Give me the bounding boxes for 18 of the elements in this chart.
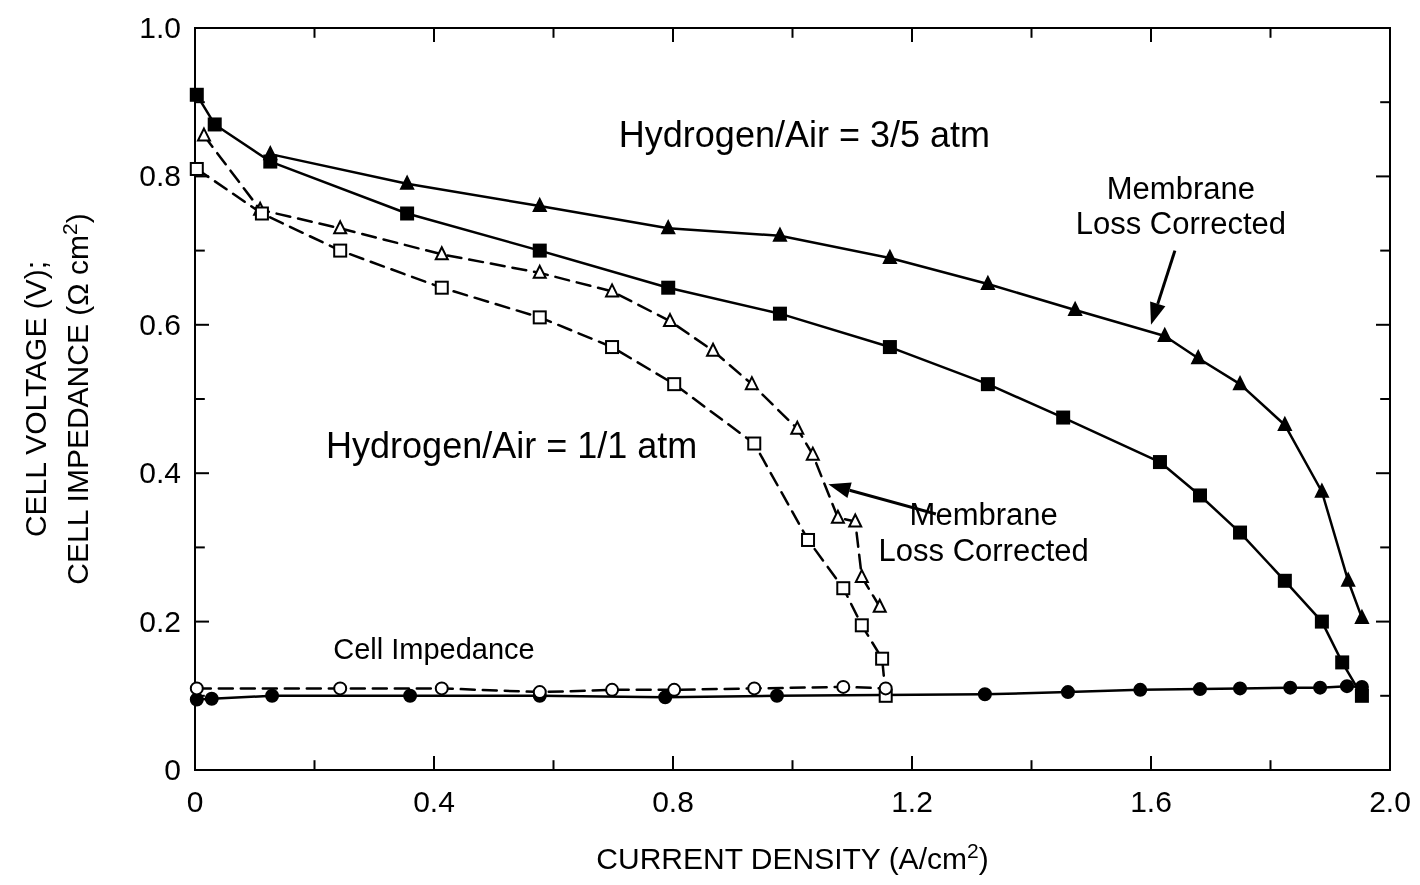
x-tick-label: 0.8	[652, 785, 694, 818]
y-tick-label: 0	[164, 753, 181, 786]
annotation: Membrane Loss Corrected	[1075, 170, 1286, 242]
x-tick-label: 0	[186, 785, 204, 818]
annotation: Cell Impedance	[333, 632, 535, 665]
x-tick-label: 2.0	[1369, 785, 1411, 818]
annotation: Hydrogen/Air = 3/5 atm	[618, 113, 991, 155]
annotation: Hydrogen/Air = 1/1 atm	[326, 425, 698, 467]
x-axis-title: CURRENT DENSITY (A/cm$^{2}$)	[596, 838, 989, 875]
y-tick-label: 0.6	[139, 307, 181, 341]
y-tick-label: 0.2	[139, 604, 181, 638]
y-tick-label: 0.8	[139, 159, 181, 193]
x-tick-label: 1.6	[1130, 785, 1172, 818]
x-tick-label: 0.4	[413, 785, 455, 818]
y-tick-label: 0.4	[139, 456, 181, 490]
annotation: Membrane Loss Corrected	[878, 497, 1089, 568]
y-tick-label: 1.0	[139, 11, 181, 44]
x-tick-label: 1.2	[891, 785, 933, 818]
